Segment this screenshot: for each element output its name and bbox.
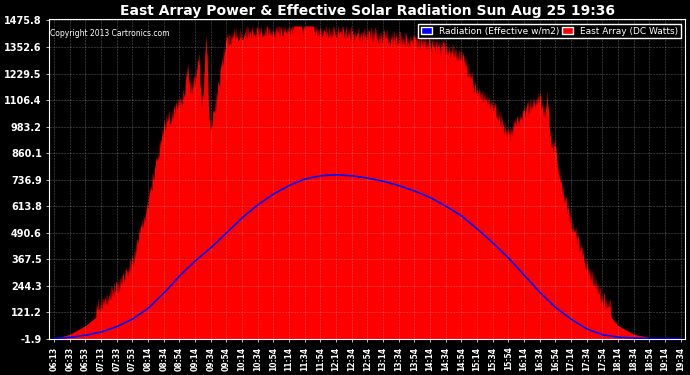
Legend: Radiation (Effective w/m2), East Array (DC Watts): Radiation (Effective w/m2), East Array (… <box>418 24 681 38</box>
Title: East Array Power & Effective Solar Radiation Sun Aug 25 19:36: East Array Power & Effective Solar Radia… <box>120 4 615 18</box>
Text: Copyright 2013 Cartronics.com: Copyright 2013 Cartronics.com <box>50 29 170 38</box>
